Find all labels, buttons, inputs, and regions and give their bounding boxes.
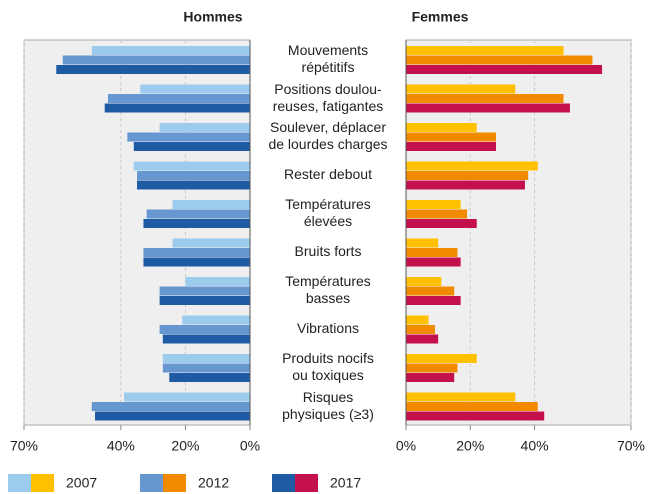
x-tick-label: 20% [171, 438, 199, 454]
bar [406, 392, 516, 402]
category-label: Soulever, déplacer de lourdes charges [268, 119, 388, 153]
bar [104, 103, 250, 113]
bar [406, 363, 458, 373]
bar [159, 286, 250, 296]
category-label: Vibrations [296, 320, 359, 337]
bar [406, 277, 442, 286]
bar [406, 219, 477, 228]
bar [406, 161, 538, 171]
bar [62, 55, 250, 65]
bar [172, 238, 250, 248]
bar [406, 334, 439, 344]
x-tick-label: 0% [396, 438, 416, 454]
bar [56, 65, 251, 74]
bar [406, 315, 429, 325]
category-label: Rester debout [284, 166, 372, 183]
bar [406, 132, 496, 142]
bar [406, 411, 545, 421]
x-tick-label: 70% [617, 438, 645, 454]
category-label: Températures basses [285, 273, 371, 307]
bar [127, 132, 250, 142]
bar [406, 142, 496, 151]
bar [140, 84, 250, 94]
bar [162, 334, 250, 344]
category-label: Mouvements répétitifs [287, 42, 369, 76]
bar [406, 296, 461, 305]
x-tick-label: 40% [107, 438, 135, 454]
legend-swatch [295, 474, 318, 492]
legend-swatch [163, 474, 186, 492]
legend-label: 2012 [198, 475, 229, 491]
bar [406, 65, 603, 74]
legend-swatch [140, 474, 163, 492]
bar [406, 257, 461, 267]
x-tick-label: 20% [456, 438, 484, 454]
bar [159, 296, 250, 305]
bar [133, 142, 250, 151]
bar [107, 94, 250, 103]
bar [143, 248, 250, 257]
bar [95, 411, 251, 421]
panel-title: Femmes [412, 9, 469, 25]
bar [182, 315, 250, 325]
bar [406, 373, 455, 382]
x-tick-label: 0% [240, 438, 260, 454]
category-label: Positions doulou- reuses, fatigantes [272, 80, 384, 114]
bar [137, 171, 250, 180]
category-label: Températures élevées [285, 196, 371, 230]
bar [406, 286, 455, 296]
bar [172, 200, 250, 209]
bar [406, 200, 461, 209]
bar [159, 123, 250, 132]
bar [406, 46, 564, 55]
bar [406, 171, 529, 180]
bar [159, 325, 250, 334]
bar [162, 363, 250, 373]
legend-swatch [31, 474, 54, 492]
bar [146, 209, 250, 219]
bar [162, 354, 250, 363]
bar [406, 103, 570, 113]
bar [133, 161, 250, 171]
bar [143, 219, 250, 228]
bar [91, 46, 250, 55]
x-tick-label: 70% [10, 438, 38, 454]
bar [169, 373, 250, 382]
legend-label: 2017 [330, 475, 361, 491]
bar [406, 209, 468, 219]
bar [406, 180, 525, 190]
bar [406, 84, 516, 94]
legend-swatch [8, 474, 31, 492]
bar [406, 402, 538, 411]
bar [91, 402, 250, 411]
bar [406, 238, 439, 248]
category-label: Produits nocifs ou toxiques [282, 350, 374, 384]
bar [185, 277, 250, 286]
category-label: Bruits forts [294, 243, 362, 260]
bar [137, 180, 250, 190]
bar [406, 248, 458, 257]
bar [406, 354, 477, 363]
panel-title: Hommes [183, 9, 242, 25]
legend-label: 2007 [66, 475, 97, 491]
bar [143, 257, 250, 267]
x-tick-label: 40% [521, 438, 549, 454]
category-label: Risques physiques (≥3) [282, 388, 374, 422]
bar [406, 325, 435, 334]
bar [406, 123, 477, 132]
legend-swatch [272, 474, 295, 492]
bar [406, 94, 564, 103]
bar [124, 392, 250, 402]
bar [406, 55, 593, 65]
